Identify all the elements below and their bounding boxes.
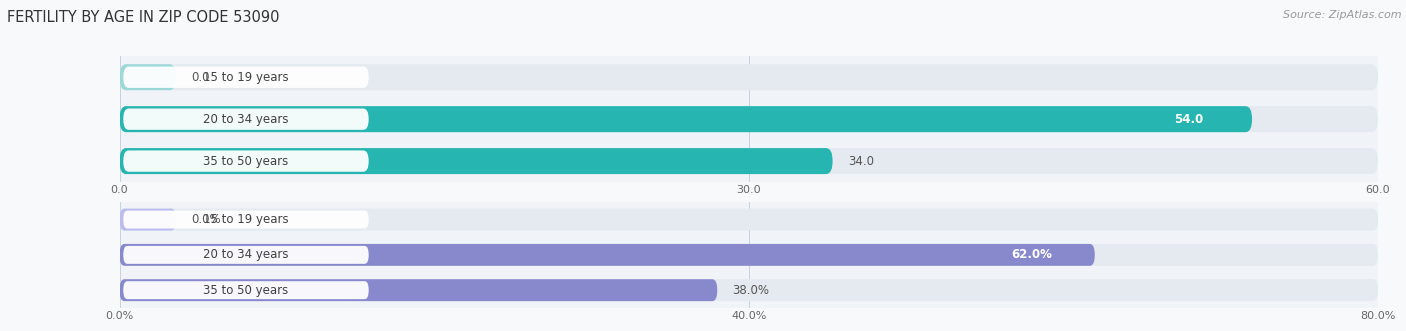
Text: 0.0: 0.0 — [191, 71, 209, 84]
FancyBboxPatch shape — [120, 148, 832, 174]
Text: 35 to 50 years: 35 to 50 years — [204, 155, 288, 167]
FancyBboxPatch shape — [120, 244, 1095, 266]
FancyBboxPatch shape — [124, 211, 368, 228]
Text: 35 to 50 years: 35 to 50 years — [204, 284, 288, 297]
FancyBboxPatch shape — [120, 64, 1378, 90]
FancyBboxPatch shape — [120, 279, 1378, 301]
Text: 20 to 34 years: 20 to 34 years — [204, 248, 288, 261]
Text: 34.0: 34.0 — [848, 155, 873, 167]
FancyBboxPatch shape — [124, 109, 368, 130]
FancyBboxPatch shape — [120, 279, 717, 301]
Text: 0.0%: 0.0% — [191, 213, 221, 226]
FancyBboxPatch shape — [976, 247, 1088, 263]
FancyBboxPatch shape — [124, 246, 368, 264]
Text: Source: ZipAtlas.com: Source: ZipAtlas.com — [1284, 10, 1402, 20]
FancyBboxPatch shape — [1132, 110, 1246, 128]
FancyBboxPatch shape — [124, 67, 368, 88]
Text: 38.0%: 38.0% — [733, 284, 769, 297]
Text: 54.0: 54.0 — [1174, 113, 1204, 126]
FancyBboxPatch shape — [124, 281, 368, 299]
FancyBboxPatch shape — [120, 209, 1378, 230]
FancyBboxPatch shape — [120, 148, 1378, 174]
Text: FERTILITY BY AGE IN ZIP CODE 53090: FERTILITY BY AGE IN ZIP CODE 53090 — [7, 10, 280, 25]
FancyBboxPatch shape — [120, 64, 176, 90]
Text: 15 to 19 years: 15 to 19 years — [202, 71, 288, 84]
FancyBboxPatch shape — [120, 106, 1251, 132]
FancyBboxPatch shape — [120, 244, 1378, 266]
FancyBboxPatch shape — [120, 106, 1378, 132]
FancyBboxPatch shape — [124, 150, 368, 172]
Text: 15 to 19 years: 15 to 19 years — [202, 213, 288, 226]
FancyBboxPatch shape — [120, 209, 176, 230]
Text: 62.0%: 62.0% — [1011, 248, 1052, 261]
Text: 20 to 34 years: 20 to 34 years — [204, 113, 288, 126]
